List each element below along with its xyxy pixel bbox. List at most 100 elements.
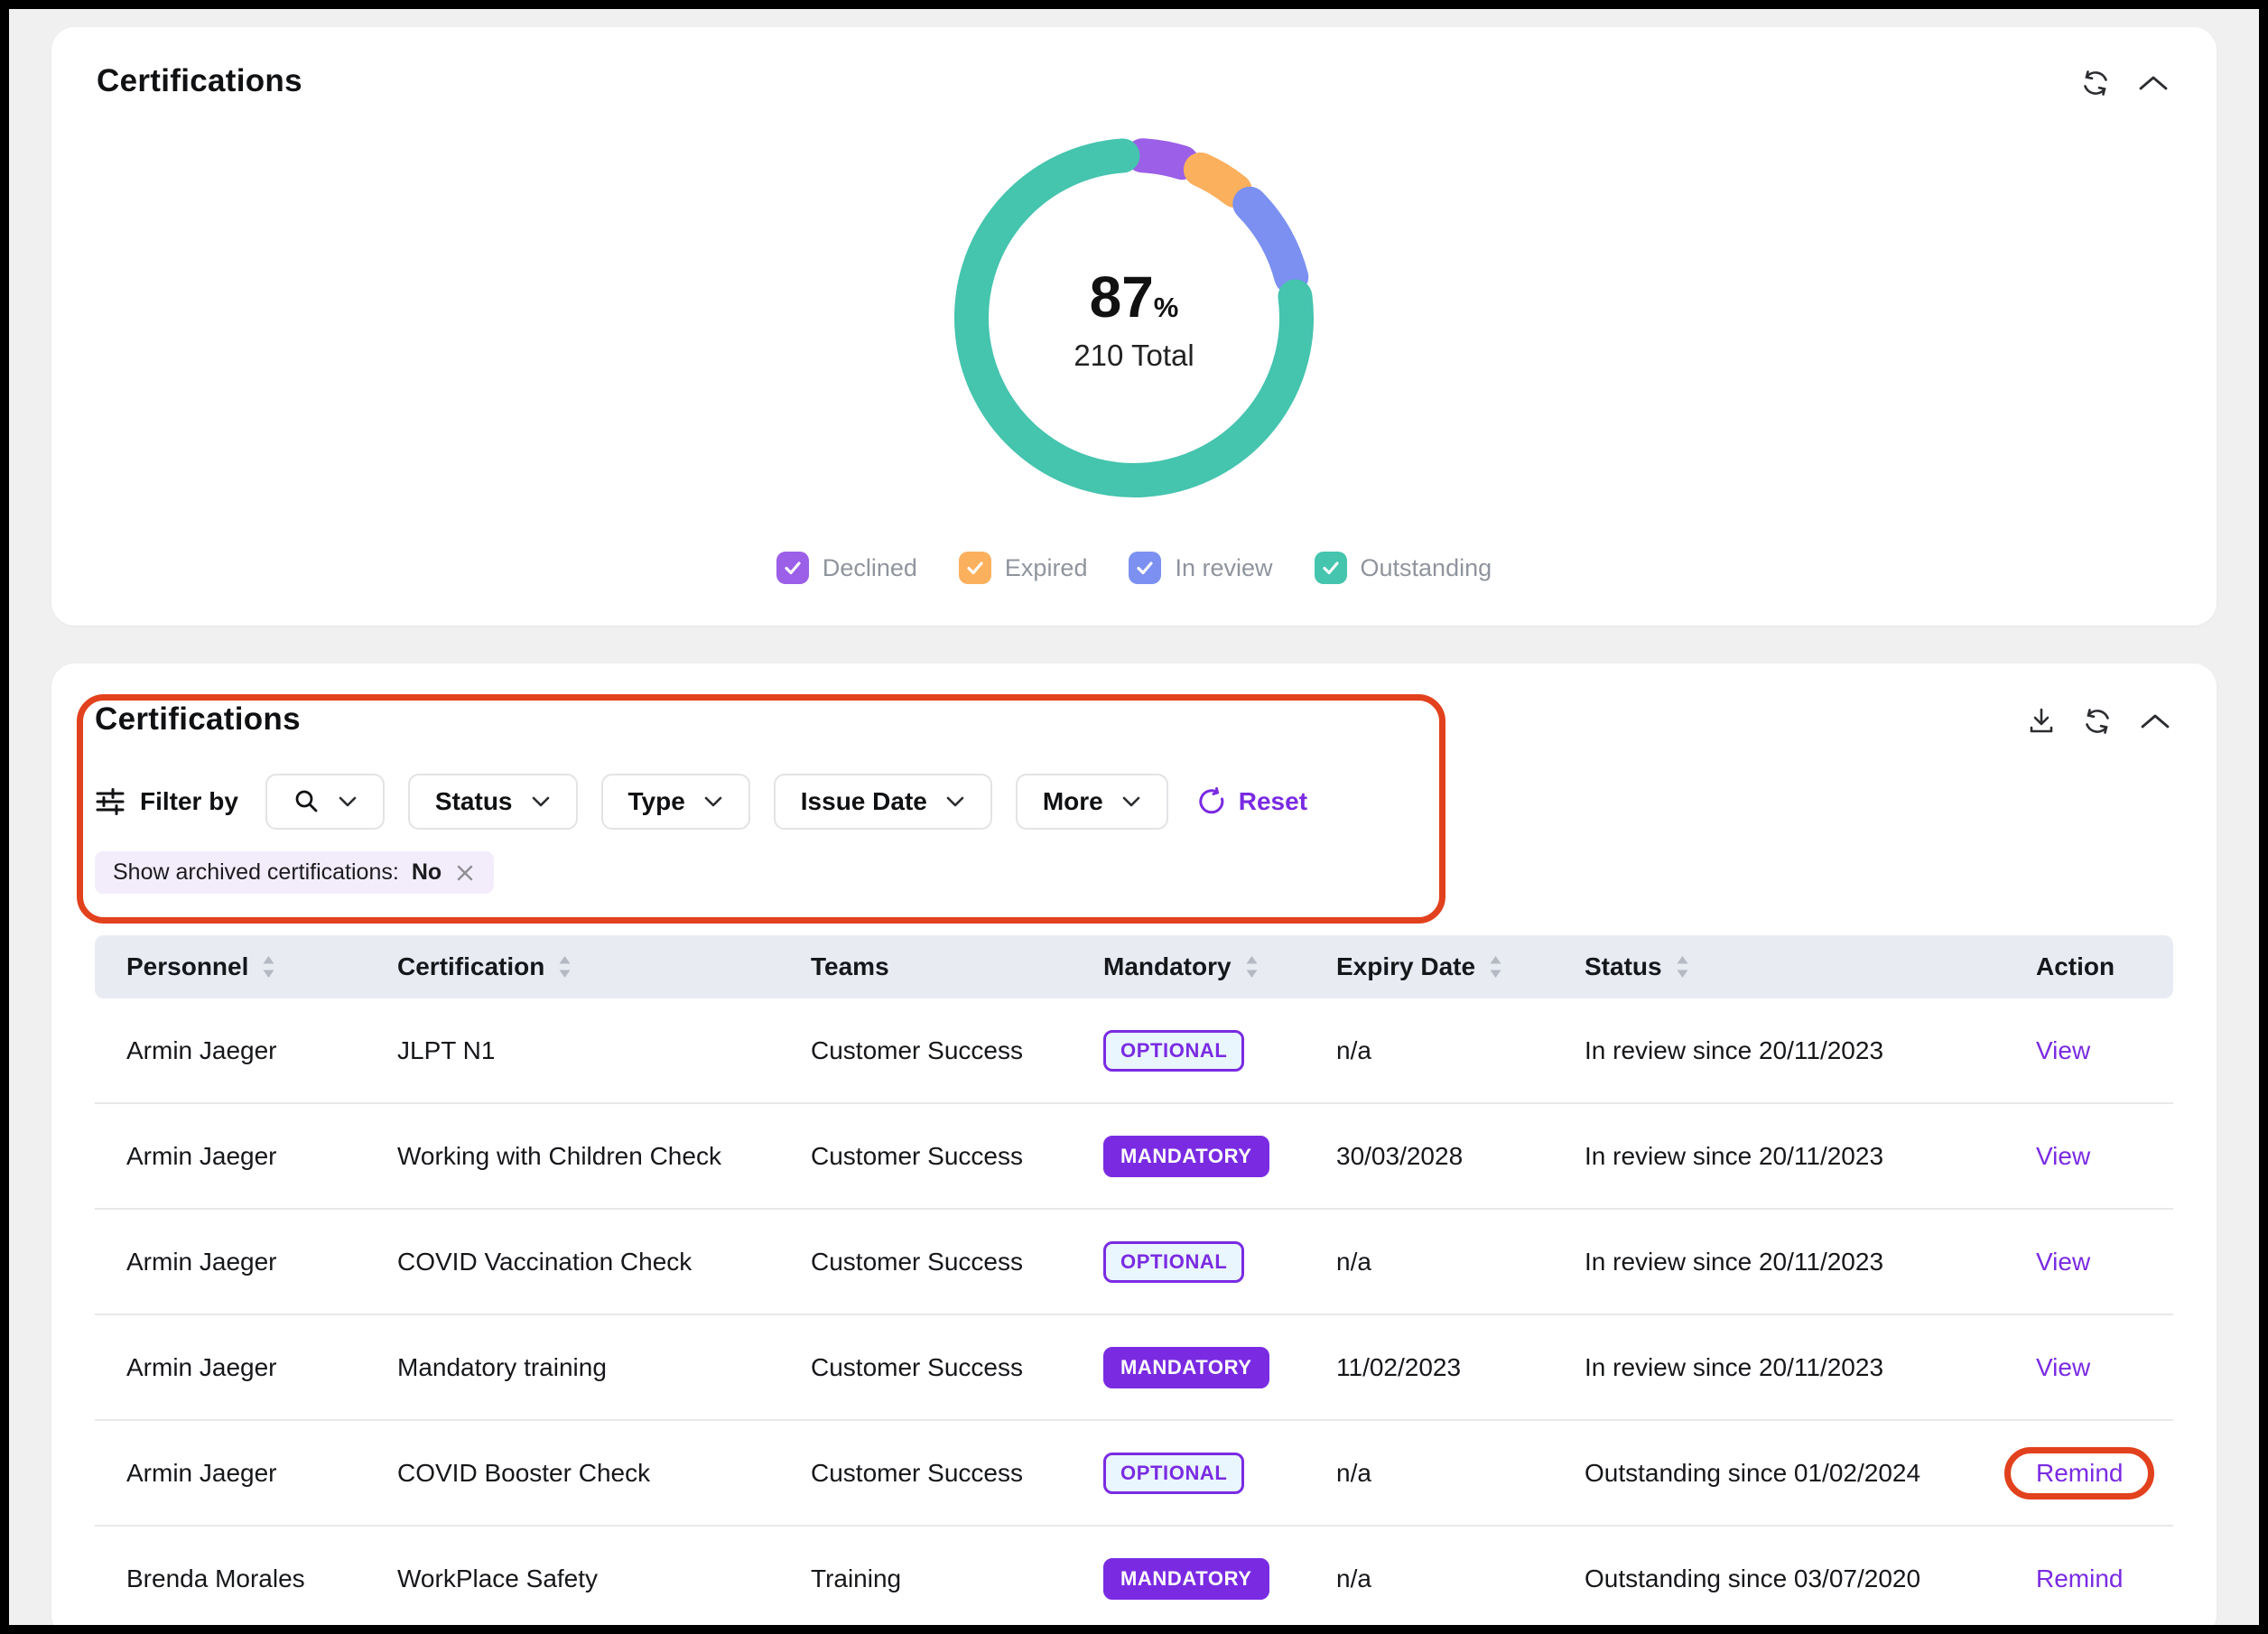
- legend-in-review[interactable]: In review: [1129, 552, 1272, 584]
- table-header-row: Personnel Certification Teams Mandatory …: [95, 935, 2173, 998]
- legend-declined[interactable]: Declined: [776, 552, 917, 584]
- cell-mandatory: MANDATORY: [1072, 1347, 1305, 1388]
- cell-action: View: [2004, 1142, 2173, 1171]
- more-filter-dropdown[interactable]: More: [1016, 774, 1168, 830]
- reset-filters-button[interactable]: Reset: [1192, 786, 1313, 817]
- table-row: Armin Jaeger Mandatory training Customer…: [95, 1315, 2173, 1421]
- donut-segment-expired: [1201, 170, 1235, 190]
- download-icon[interactable]: [2025, 705, 2058, 738]
- legend-expired[interactable]: Expired: [959, 552, 1088, 584]
- search-icon: [293, 788, 320, 815]
- checkbox-checked-icon[interactable]: [1129, 552, 1161, 584]
- refresh-icon[interactable]: [2081, 705, 2114, 738]
- cell-teams: Customer Success: [779, 1142, 1072, 1171]
- cell-expiry-date: 11/02/2023: [1305, 1353, 1553, 1382]
- view-link[interactable]: View: [2036, 1248, 2090, 1276]
- cell-status: Outstanding since 03/07/2020: [1553, 1564, 2004, 1593]
- active-filter-chip[interactable]: Show archived certifications: No: [95, 851, 494, 894]
- view-link[interactable]: View: [2036, 1142, 2090, 1170]
- annotation-circle-remind: Remind: [2004, 1447, 2154, 1499]
- search-filter-button[interactable]: [265, 774, 385, 830]
- cell-action: View: [2004, 1248, 2173, 1277]
- cell-status: In review since 20/11/2023: [1553, 1353, 2004, 1382]
- table-card-title: Certifications: [95, 701, 301, 738]
- cell-expiry-date: n/a: [1305, 1564, 1553, 1593]
- chip-label: Show archived certifications:: [113, 859, 399, 886]
- sort-icon[interactable]: [1676, 955, 1689, 979]
- chevron-down-icon: [945, 795, 965, 808]
- checkbox-checked-icon[interactable]: [776, 552, 809, 584]
- cell-status: In review since 20/11/2023: [1553, 1142, 2004, 1171]
- filter-bar: Filter by Status Type Issue Date More: [95, 774, 2173, 830]
- refresh-icon[interactable]: [2079, 67, 2112, 99]
- issue-date-filter-dropdown[interactable]: Issue Date: [774, 774, 992, 830]
- checkbox-checked-icon[interactable]: [1315, 552, 1347, 584]
- cell-expiry-date: n/a: [1305, 1036, 1553, 1065]
- column-header-teams: Teams: [779, 952, 1072, 981]
- mandatory-badge: MANDATORY: [1103, 1347, 1269, 1388]
- status-filter-dropdown[interactable]: Status: [408, 774, 578, 830]
- cell-personnel: Armin Jaeger: [95, 1142, 366, 1171]
- cell-certification: JLPT N1: [366, 1036, 779, 1065]
- cell-mandatory: OPTIONAL: [1072, 1453, 1305, 1494]
- cell-mandatory: OPTIONAL: [1072, 1030, 1305, 1072]
- view-link[interactable]: View: [2036, 1353, 2090, 1381]
- column-header-mandatory[interactable]: Mandatory: [1072, 952, 1305, 981]
- cell-action: Remind: [2004, 1564, 2173, 1593]
- cell-mandatory: MANDATORY: [1072, 1136, 1305, 1177]
- certifications-summary-card: Certifications 87% 210 Total: [51, 27, 2217, 626]
- sort-icon[interactable]: [262, 955, 275, 979]
- donut-legend: Declined Expired In review Outstanding: [97, 552, 2171, 584]
- sort-icon[interactable]: [1245, 955, 1259, 979]
- column-header-status[interactable]: Status: [1553, 952, 2004, 981]
- sliders-icon: [95, 786, 125, 817]
- collapse-icon[interactable]: [2135, 72, 2171, 94]
- table-row: Armin Jaeger JLPT N1 Customer Success OP…: [95, 998, 2173, 1104]
- cell-personnel: Armin Jaeger: [95, 1353, 366, 1382]
- chevron-down-icon: [703, 795, 723, 808]
- cell-teams: Customer Success: [779, 1036, 1072, 1065]
- cell-certification: COVID Vaccination Check: [366, 1248, 779, 1277]
- chevron-down-icon: [1121, 795, 1141, 808]
- remind-link[interactable]: Remind: [2036, 1564, 2123, 1592]
- mandatory-badge: OPTIONAL: [1103, 1453, 1244, 1494]
- cell-teams: Customer Success: [779, 1248, 1072, 1277]
- cell-certification: COVID Booster Check: [366, 1459, 779, 1488]
- cell-status: In review since 20/11/2023: [1553, 1036, 2004, 1065]
- close-icon[interactable]: [454, 862, 476, 884]
- summary-card-title: Certifications: [97, 63, 302, 99]
- collapse-icon[interactable]: [2137, 710, 2173, 732]
- sort-icon[interactable]: [558, 955, 572, 979]
- type-filter-dropdown[interactable]: Type: [601, 774, 750, 830]
- cell-expiry-date: 30/03/2028: [1305, 1142, 1553, 1171]
- donut-segment-in-review: [1250, 204, 1291, 277]
- cell-certification: Mandatory training: [366, 1353, 779, 1382]
- sort-icon[interactable]: [1489, 955, 1502, 979]
- chip-value: No: [412, 859, 442, 886]
- screenshot-frame: Certifications 87% 210 Total: [0, 0, 2268, 1634]
- cell-mandatory: OPTIONAL: [1072, 1241, 1305, 1283]
- mandatory-badge: OPTIONAL: [1103, 1030, 1244, 1072]
- cell-teams: Training: [779, 1564, 1072, 1593]
- cell-personnel: Brenda Morales: [95, 1564, 366, 1593]
- donut-chart-wrap: 87% 210 Total: [917, 101, 1351, 539]
- column-header-personnel[interactable]: Personnel: [95, 952, 366, 981]
- view-link[interactable]: View: [2036, 1036, 2090, 1064]
- column-header-certification[interactable]: Certification: [366, 952, 779, 981]
- certifications-table-card: Certifications: [51, 664, 2217, 1625]
- donut-chart: [917, 101, 1351, 534]
- mandatory-badge: MANDATORY: [1103, 1558, 1269, 1600]
- reset-icon: [1197, 787, 1226, 816]
- cell-status: Outstanding since 01/02/2024: [1553, 1459, 2004, 1488]
- table-row: Armin Jaeger COVID Vaccination Check Cus…: [95, 1210, 2173, 1315]
- cell-personnel: Armin Jaeger: [95, 1459, 366, 1488]
- chevron-down-icon: [531, 795, 551, 808]
- cell-action: View: [2004, 1036, 2173, 1065]
- column-header-action: Action: [2004, 952, 2173, 981]
- checkbox-checked-icon[interactable]: [959, 552, 991, 584]
- mandatory-badge: MANDATORY: [1103, 1136, 1269, 1177]
- remind-link[interactable]: Remind: [2036, 1459, 2123, 1488]
- column-header-expiry-date[interactable]: Expiry Date: [1305, 952, 1553, 981]
- legend-outstanding[interactable]: Outstanding: [1315, 552, 1492, 584]
- cell-action: View: [2004, 1353, 2173, 1382]
